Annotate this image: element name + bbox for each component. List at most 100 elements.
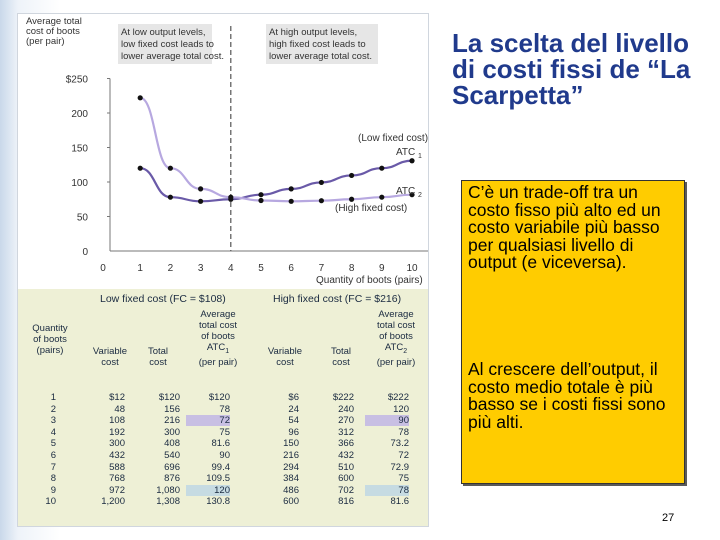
y-axis-label: (per pair)	[26, 36, 65, 47]
table-cell: 486	[283, 484, 299, 496]
table-cell: 432	[109, 450, 125, 461]
data-point-atc1	[318, 179, 324, 186]
table-cell: 78	[365, 484, 409, 496]
table-cell: $222	[332, 392, 354, 403]
table-cell: 216	[164, 415, 180, 427]
table-cell: 510	[338, 461, 354, 473]
annotation-text: lower average total cost.	[121, 51, 224, 62]
data-point-atc1	[167, 194, 173, 200]
table-cell: 9	[50, 484, 56, 496]
table-cell: 270	[338, 415, 354, 427]
table-cell: 72	[398, 450, 409, 461]
text-box: C’è un trade-off tra un costo fisso più …	[461, 180, 685, 484]
column-header: Quantity of boots (pairs)	[16, 323, 84, 356]
table-cell: 73.2	[390, 438, 410, 450]
table-cell: 588	[109, 461, 125, 473]
table-cell: $6	[288, 392, 299, 403]
table-cell: 876	[164, 473, 180, 485]
page-number: 27	[662, 512, 675, 524]
data-point-atc2	[137, 95, 143, 101]
column-header: Average total cost of boots ATC1 (per pair)	[184, 309, 252, 368]
table-row: 7 588 696 99.4 294 510 72.9	[18, 462, 428, 474]
table-cell: 48	[114, 403, 125, 415]
y-tick-label: 0	[82, 247, 88, 258]
table-cell: 120	[393, 403, 409, 415]
table-cell: 300	[109, 438, 125, 450]
column-header-line: total cost	[198, 320, 238, 331]
table-cell: 7	[50, 461, 56, 473]
table-cell: 300	[164, 426, 180, 438]
data-point-atc2	[288, 198, 294, 204]
table-cell: $222	[387, 392, 409, 403]
annotation-text: At low output levels,	[121, 27, 206, 38]
atc-subscript: 1	[225, 347, 230, 355]
x-tick-label: 10	[406, 263, 418, 274]
table-cell: 75	[219, 426, 230, 438]
column-header-line: ATC2	[384, 342, 408, 355]
x-tick-label: 5	[258, 263, 264, 274]
column-header-line: Variable	[92, 346, 128, 357]
data-point-atc2	[167, 165, 173, 171]
table-cell: 72	[186, 415, 230, 427]
column-header-line: (pairs)	[36, 345, 64, 356]
data-point-atc1	[198, 198, 204, 204]
annotation-text: high fixed cost leads to	[269, 39, 366, 50]
x-tick-label: 6	[288, 263, 294, 274]
series-2-name: ATC	[396, 186, 415, 197]
column-header-line: (per pair)	[198, 356, 238, 368]
table-cell: 72.9	[390, 461, 410, 473]
table-cell: 408	[164, 438, 180, 450]
series-2-desc: (High fixed cost)	[335, 203, 407, 214]
annotation-text: At high output levels,	[269, 27, 357, 38]
table-cell: 1,200	[101, 496, 125, 508]
table-row: 8 768 876 109.5 384 600 75	[18, 473, 428, 485]
annotation-box	[118, 24, 212, 64]
column-header: Variable cost	[251, 346, 319, 368]
table-cell: $120	[158, 392, 180, 403]
table-cell: 4	[50, 426, 56, 438]
table-cell: 75	[398, 473, 409, 485]
column-header-line: Average	[378, 309, 414, 320]
y-axis-label: cost of boots	[26, 26, 80, 37]
table-cell: 3	[50, 415, 56, 427]
x-tick-label: 7	[319, 263, 325, 274]
table-cell: 8	[50, 473, 56, 485]
table-cell: $120	[208, 392, 230, 403]
data-point-atc2	[318, 198, 324, 204]
atc-chart: Average total cost of boots (per pair) $250…	[18, 14, 428, 286]
data-point-atc1	[288, 186, 294, 192]
column-header-line: Total	[330, 346, 352, 357]
data-point-atc2	[258, 197, 264, 204]
data-point-atc2	[409, 192, 415, 198]
table-cell: 2	[50, 403, 56, 415]
table-cell: 109.5	[206, 473, 230, 485]
column-header-line: (per pair)	[376, 356, 416, 368]
data-point-atc2	[198, 186, 204, 192]
column-header-line: Total	[147, 346, 169, 357]
table-cell: 81.6	[390, 496, 410, 508]
table-cell: 5	[50, 438, 56, 450]
table-cell: 10	[45, 496, 56, 508]
bullet-1: C’è un trade-off tra un costo fisso più …	[468, 182, 661, 273]
table-cell: 81.6	[211, 438, 231, 450]
annotation-box	[266, 24, 378, 64]
x-tick-label: 2	[168, 263, 174, 274]
table-row: 10 1,200 1,308 130.8 600 816 81.6	[18, 496, 428, 508]
column-header: Variable cost	[76, 346, 144, 368]
table-cell: 78	[398, 426, 409, 438]
figure-panel: Average total cost of boots (per pair) $250…	[18, 14, 428, 526]
x-tick-label: 9	[379, 263, 385, 274]
column-header-line: cost	[101, 357, 119, 368]
table-cell: 130.8	[206, 496, 230, 508]
table-cell: 90	[365, 415, 409, 427]
series-2-sub: 2	[418, 192, 422, 199]
table-cell: 150	[283, 438, 299, 450]
y-tick-label: 100	[71, 178, 88, 189]
series-1-sub: 1	[418, 153, 422, 160]
table-cell: 1,080	[156, 484, 180, 496]
y-tick-label: 50	[77, 213, 89, 224]
column-header-line: of boots	[201, 331, 235, 342]
atc-subscript: 2	[403, 347, 408, 355]
annotation-text: lower average total cost.	[269, 51, 372, 62]
y-tick-label: 200	[71, 109, 88, 120]
